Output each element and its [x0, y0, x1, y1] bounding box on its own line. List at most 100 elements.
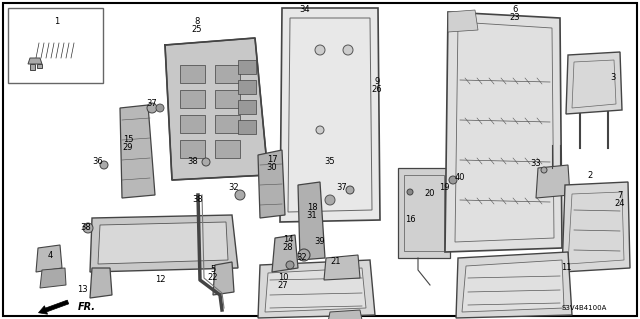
Bar: [180, 65, 205, 83]
Polygon shape: [258, 260, 375, 318]
Polygon shape: [40, 268, 66, 288]
Bar: [398, 168, 450, 258]
Circle shape: [100, 161, 108, 169]
Bar: [215, 65, 240, 83]
Text: 15: 15: [123, 136, 133, 145]
Circle shape: [541, 167, 547, 173]
Polygon shape: [448, 10, 478, 32]
Text: 4: 4: [47, 251, 52, 261]
Bar: [180, 115, 205, 133]
Text: 7: 7: [618, 191, 623, 201]
Text: 31: 31: [307, 211, 317, 220]
Polygon shape: [213, 262, 234, 295]
Bar: [404, 175, 444, 251]
Text: 14: 14: [283, 235, 293, 244]
Text: 21: 21: [331, 257, 341, 266]
Polygon shape: [30, 64, 35, 70]
Circle shape: [346, 186, 354, 194]
Bar: [215, 90, 240, 108]
Polygon shape: [90, 215, 238, 272]
Circle shape: [235, 190, 245, 200]
Text: 33: 33: [531, 160, 541, 168]
Text: 38: 38: [81, 224, 92, 233]
Text: 17: 17: [267, 155, 277, 165]
Bar: [238, 100, 256, 114]
Polygon shape: [98, 222, 228, 264]
Polygon shape: [37, 64, 42, 68]
Polygon shape: [272, 235, 298, 272]
Text: 8: 8: [195, 18, 200, 26]
Text: 20: 20: [425, 189, 435, 198]
Bar: [215, 140, 240, 158]
Polygon shape: [536, 165, 570, 198]
Text: S3V4B4100A: S3V4B4100A: [561, 305, 607, 311]
Text: 13: 13: [77, 286, 87, 294]
Text: 9: 9: [374, 78, 380, 86]
Text: 2: 2: [588, 172, 593, 181]
Text: 10: 10: [278, 273, 288, 283]
Circle shape: [147, 103, 157, 113]
Text: 1: 1: [54, 18, 60, 26]
Text: FR.: FR.: [78, 302, 96, 312]
Text: 36: 36: [93, 158, 104, 167]
Text: 12: 12: [155, 276, 165, 285]
Text: 29: 29: [123, 144, 133, 152]
Polygon shape: [462, 260, 564, 312]
Polygon shape: [445, 12, 562, 252]
Bar: [180, 140, 205, 158]
Polygon shape: [28, 58, 42, 64]
Text: 38: 38: [188, 158, 198, 167]
Circle shape: [202, 158, 210, 166]
Bar: [8, 8, 103, 83]
Text: 37: 37: [147, 100, 157, 108]
Circle shape: [156, 104, 164, 112]
Text: 35: 35: [324, 158, 335, 167]
Polygon shape: [324, 255, 360, 280]
Circle shape: [83, 223, 93, 233]
Circle shape: [315, 45, 325, 55]
Text: 24: 24: [615, 199, 625, 209]
Circle shape: [325, 195, 335, 205]
Text: 19: 19: [439, 183, 449, 192]
Text: 16: 16: [404, 216, 415, 225]
Text: 40: 40: [455, 174, 465, 182]
Polygon shape: [165, 38, 268, 180]
Text: 28: 28: [283, 243, 293, 253]
Circle shape: [316, 126, 324, 134]
Circle shape: [286, 261, 294, 269]
Text: 38: 38: [193, 196, 204, 204]
Polygon shape: [120, 105, 155, 198]
Bar: [180, 90, 205, 108]
Text: 32: 32: [297, 254, 307, 263]
Ellipse shape: [42, 40, 79, 60]
Text: 39: 39: [315, 238, 325, 247]
Polygon shape: [328, 310, 362, 319]
Polygon shape: [456, 252, 572, 318]
FancyArrow shape: [38, 300, 68, 314]
Circle shape: [407, 189, 413, 195]
Bar: [238, 60, 256, 74]
Polygon shape: [90, 268, 112, 298]
Bar: [238, 120, 256, 134]
Text: 11: 11: [561, 263, 572, 272]
Text: 6: 6: [512, 5, 518, 14]
Text: 32: 32: [228, 183, 239, 192]
Polygon shape: [265, 268, 366, 312]
Text: 30: 30: [267, 164, 277, 173]
Text: 34: 34: [300, 5, 310, 14]
Text: 27: 27: [278, 281, 288, 291]
Polygon shape: [36, 245, 62, 272]
Polygon shape: [280, 8, 380, 222]
Text: 25: 25: [192, 26, 202, 34]
Text: 22: 22: [208, 273, 218, 283]
Polygon shape: [298, 182, 325, 260]
Circle shape: [343, 45, 353, 55]
Text: 18: 18: [307, 204, 317, 212]
Text: 26: 26: [372, 85, 382, 94]
Polygon shape: [566, 52, 622, 114]
Bar: [215, 115, 240, 133]
Text: 5: 5: [211, 265, 216, 275]
Polygon shape: [562, 182, 630, 272]
Circle shape: [298, 249, 310, 261]
Bar: [238, 80, 256, 94]
